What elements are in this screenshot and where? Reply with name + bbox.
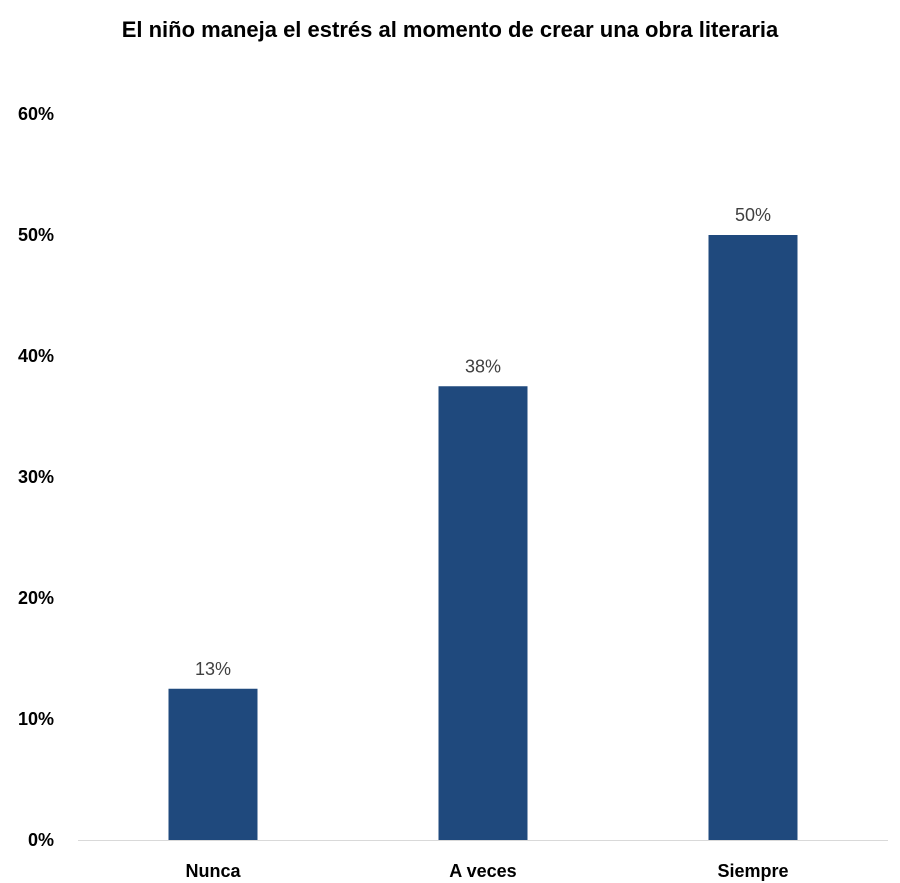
x-tick-label: Siempre	[717, 861, 788, 881]
x-tick-label: Nunca	[185, 861, 241, 881]
data-label: 13%	[195, 659, 231, 679]
y-tick-label: 50%	[18, 225, 54, 245]
bar	[438, 386, 528, 840]
data-label: 38%	[465, 356, 501, 376]
bar	[168, 688, 258, 840]
y-tick-label: 0%	[28, 830, 54, 850]
y-tick-label: 60%	[18, 104, 54, 124]
y-tick-label: 40%	[18, 346, 54, 366]
bar	[708, 235, 798, 840]
y-tick-label: 30%	[18, 467, 54, 487]
x-tick-label: A veces	[449, 861, 516, 881]
chart-title: El niño maneja el estrés al momento de c…	[121, 17, 779, 42]
y-tick-label: 10%	[18, 709, 54, 729]
y-tick-label: 20%	[18, 588, 54, 608]
data-label: 50%	[735, 205, 771, 225]
